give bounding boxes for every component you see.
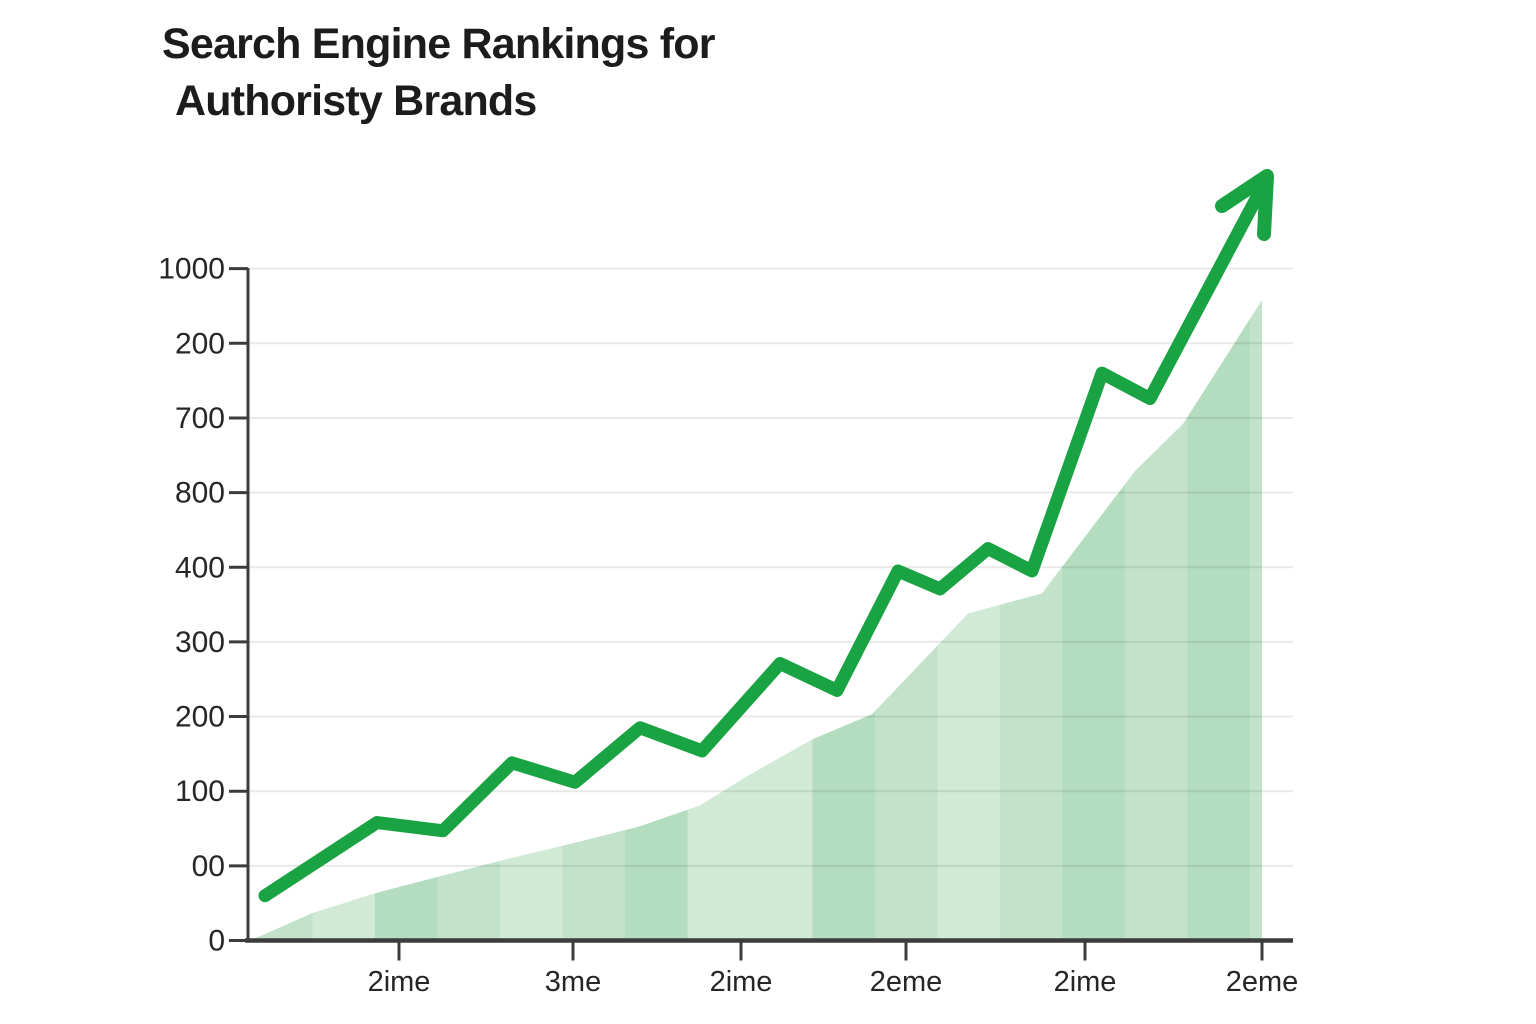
chart-title-line-1: Search Engine Rankings for [162, 20, 715, 68]
area-stripe [375, 300, 438, 941]
area-stripe [500, 300, 563, 941]
y-tick-label: 400 [175, 551, 225, 584]
x-tick-label: 2ime [710, 966, 773, 998]
area-stripe [625, 300, 688, 941]
trend-arrowhead-icon [1215, 169, 1274, 241]
y-tick-label: 700 [175, 402, 225, 435]
area-stripe [250, 300, 313, 941]
x-tick-label: 3me [545, 966, 601, 998]
x-tick-label: 2ime [1054, 966, 1117, 998]
area-stripe [937, 300, 1000, 941]
y-tick-label: 00 [192, 850, 225, 883]
area-stripe [562, 300, 625, 941]
y-tick-label: 1000 [158, 253, 225, 286]
chart-title: Search Engine Rankings for Authoristy Br… [162, 16, 715, 130]
area-stripe [750, 300, 813, 941]
trend-line [258, 179, 1270, 903]
area-stripe [687, 300, 750, 941]
x-tick-label: 2ime [368, 966, 431, 998]
y-tick-label: 0 [208, 925, 225, 958]
chart-title-line-2: Authoristy Brands [175, 77, 537, 125]
area-stripe [437, 300, 500, 941]
area-stripe [1187, 300, 1250, 941]
x-tick-label: 2eme [1226, 966, 1299, 998]
y-tick-label: 200 [175, 701, 225, 734]
x-tick-label: 2eme [870, 966, 943, 998]
area-stripe [1250, 300, 1262, 941]
y-tick-label: 200 [175, 327, 225, 360]
y-gridlines [248, 267, 1293, 867]
y-tick-label: 300 [175, 626, 225, 659]
y-tick-label: 100 [175, 775, 225, 808]
area-stripe [1000, 300, 1063, 941]
y-tick-label: 800 [175, 477, 225, 510]
area-stripe [812, 300, 875, 941]
